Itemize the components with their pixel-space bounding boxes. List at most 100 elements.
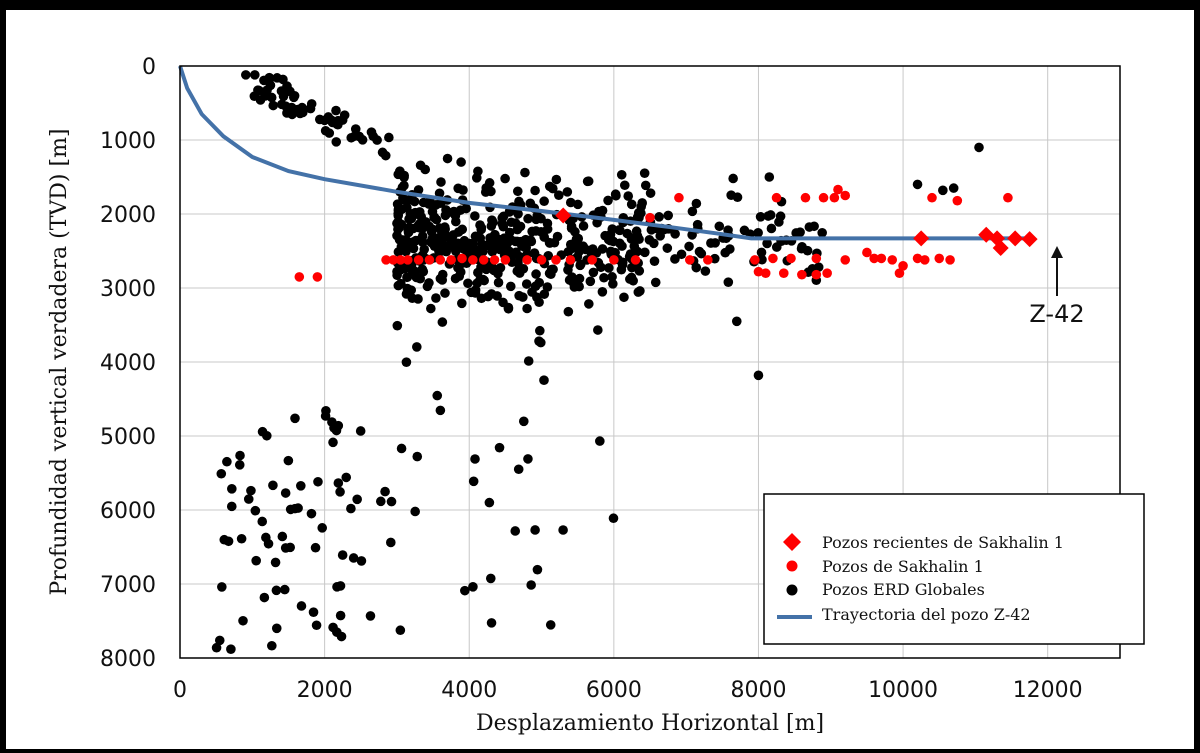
y-tick-label: 0	[142, 55, 156, 80]
point-erd-global	[625, 274, 635, 284]
x-tick-label: 10000	[868, 678, 938, 703]
point-erd-global	[393, 217, 403, 227]
point-sakhalin-1	[478, 255, 489, 265]
point-erd-global	[402, 272, 412, 283]
point-erd-global	[354, 131, 365, 142]
point-sakhalin-1	[489, 255, 500, 265]
point-sakhalin-1	[822, 268, 832, 279]
point-erd-global	[486, 618, 497, 628]
point-erd-global	[619, 180, 630, 191]
y-tick-label: 3000	[100, 277, 156, 302]
point-erd-global	[616, 169, 627, 180]
legend-diamond-marker	[783, 533, 801, 551]
point-erd-global	[634, 212, 644, 223]
point-erd-global	[394, 203, 405, 214]
point-erd-global	[575, 260, 585, 271]
point-erd-global	[696, 248, 707, 259]
point-erd-global	[684, 241, 694, 252]
point-sakhalin-1	[778, 268, 789, 279]
point-sakhalin-1	[565, 255, 576, 265]
point-erd-global	[352, 494, 362, 505]
point-erd-global	[670, 254, 680, 264]
point-erd-global	[332, 582, 342, 592]
point-recent-sakhalin	[913, 230, 930, 247]
x-tick-label: 0	[173, 678, 187, 703]
point-erd-global	[450, 244, 461, 254]
point-erd-global	[552, 231, 563, 242]
point-sakhalin-1	[771, 192, 782, 203]
point-erd-global	[412, 451, 423, 462]
point-erd-global	[375, 496, 386, 507]
point-erd-global	[405, 194, 415, 205]
point-erd-global	[574, 281, 584, 292]
point-erd-global	[530, 525, 540, 535]
point-sakhalin-1	[952, 195, 963, 206]
point-erd-global	[449, 206, 459, 217]
point-erd-global	[386, 496, 397, 507]
point-erd-global	[440, 288, 450, 298]
point-sakhalin-1	[522, 255, 532, 265]
point-erd-global	[422, 281, 433, 292]
y-axis-title: Profundidad vertical verdadera (TVD) [m]	[47, 128, 72, 595]
point-erd-global	[297, 107, 308, 118]
point-erd-global	[265, 80, 276, 91]
point-sakhalin-1	[536, 255, 547, 265]
point-erd-global	[276, 99, 287, 110]
point-erd-global	[525, 198, 536, 209]
point-erd-global	[597, 205, 608, 216]
point-erd-global	[471, 173, 482, 183]
point-erd-global	[493, 277, 504, 288]
point-erd-global	[437, 269, 448, 280]
point-erd-global	[350, 124, 361, 134]
point-erd-global	[587, 244, 598, 254]
point-erd-global	[597, 244, 608, 254]
point-sakhalin-1	[424, 255, 435, 265]
point-erd-global	[296, 601, 307, 611]
point-erd-global	[290, 413, 300, 424]
x-tick-label: 12000	[1013, 678, 1083, 703]
point-erd-global	[649, 238, 659, 249]
point-erd-global	[355, 426, 366, 436]
point-erd-global	[429, 241, 440, 252]
point-erd-global	[521, 279, 532, 289]
point-erd-global	[259, 75, 269, 86]
x-tick-label: 6000	[586, 678, 642, 703]
point-erd-global	[403, 225, 414, 236]
point-erd-global	[236, 533, 247, 544]
point-erd-global	[335, 487, 345, 497]
point-erd-global	[663, 210, 674, 221]
data-marks	[178, 65, 1038, 655]
point-sakhalin-1	[703, 255, 713, 265]
point-erd-global	[558, 525, 568, 535]
point-erd-global	[532, 292, 542, 303]
point-sakhalin-1	[927, 192, 937, 203]
point-erd-global	[296, 481, 306, 491]
point-erd-global	[368, 131, 378, 142]
point-erd-global	[251, 555, 261, 566]
point-erd-global	[217, 582, 227, 592]
point-erd-global	[463, 278, 473, 289]
point-erd-global	[331, 425, 342, 436]
point-erd-global	[426, 303, 436, 314]
point-erd-global	[531, 269, 541, 279]
point-erd-global	[250, 70, 260, 80]
point-erd-global	[532, 564, 543, 575]
point-sakhalin-1	[500, 255, 511, 265]
point-erd-global	[512, 224, 523, 235]
point-sakhalin-1	[446, 255, 456, 265]
point-erd-global	[497, 218, 507, 229]
point-erd-global	[574, 246, 584, 257]
point-erd-global	[534, 277, 545, 288]
y-tick-label: 4000	[100, 351, 156, 376]
point-erd-global	[276, 86, 287, 96]
point-erd-global	[626, 199, 637, 210]
point-sakhalin-1	[457, 253, 467, 264]
point-erd-global	[328, 437, 338, 448]
point-erd-global	[639, 168, 650, 178]
point-erd-global	[948, 183, 959, 193]
point-sakhalin-1	[435, 255, 446, 265]
point-sakhalin-1	[750, 255, 760, 265]
point-erd-global	[431, 293, 441, 303]
point-erd-global	[513, 209, 523, 219]
